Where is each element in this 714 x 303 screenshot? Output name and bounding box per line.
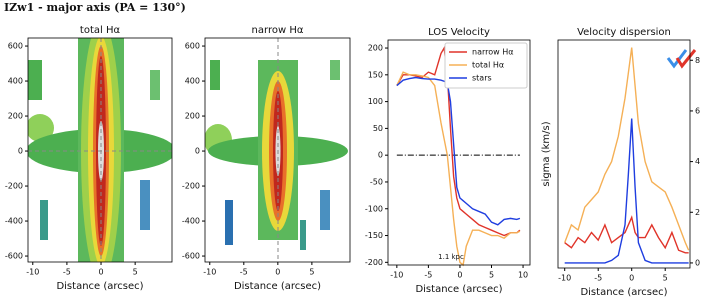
y-tick-label: 0 — [378, 151, 383, 160]
y-tick-label: 2 — [695, 208, 700, 217]
y-axis-label: sigma (km/s) — [541, 121, 552, 186]
y-tick-label: -50 — [370, 177, 383, 186]
x-tick-label: 0 — [629, 274, 634, 283]
figure-title: IZw1 - major axis (PA = 130°) — [4, 1, 186, 14]
y-tick-label: 0 — [195, 147, 200, 156]
x-tick-label: -5 — [594, 274, 602, 283]
x-tick-label: -10 — [390, 271, 403, 280]
x-tick-label: -10 — [558, 274, 571, 283]
y-tick-label: -400 — [5, 217, 23, 226]
y-tick-label: 200 — [8, 112, 23, 121]
series-line — [564, 215, 689, 254]
logo — [666, 49, 697, 69]
panel-title: narrow Hα — [252, 25, 304, 36]
y-tick-label: -600 — [5, 252, 23, 261]
x-tick-label: 5 — [663, 274, 668, 283]
y-tick-label: 8 — [695, 56, 700, 65]
y-tick-label: 0 — [18, 147, 23, 156]
y-tick-label: 50 — [373, 124, 383, 133]
x-tick-label: -5 — [424, 271, 432, 280]
panel-title: total Hα — [80, 25, 121, 36]
y-tick-label: -150 — [365, 231, 383, 240]
legend-label: stars — [472, 74, 492, 83]
x-tick-label: -5 — [63, 268, 71, 277]
legend-label: total Hα — [472, 61, 504, 70]
y-tick-label: -200 — [182, 182, 200, 191]
y-tick-label: 200 — [368, 44, 383, 53]
series-line — [564, 118, 689, 264]
y-tick-label: -400 — [182, 217, 200, 226]
series-line — [396, 71, 521, 267]
y-tick-label: 100 — [368, 97, 383, 106]
legend-box — [444, 42, 528, 89]
y-tick-label: 4 — [695, 157, 700, 166]
x-tick-label: 0 — [275, 268, 280, 277]
series-line — [396, 45, 521, 237]
x-tick-label: 5 — [309, 268, 314, 277]
y-tick-label: -100 — [365, 204, 383, 213]
annotation: 1.1 kpc — [438, 253, 464, 261]
x-tick-label: 0 — [457, 271, 462, 280]
panel-title: Velocity dispersion — [577, 27, 671, 38]
panel-title: LOS Velocity — [428, 27, 490, 38]
x-tick-label: -10 — [203, 268, 216, 277]
y-tick-label: 150 — [368, 70, 383, 79]
x-axis-label: Distance (arcsec) — [56, 281, 143, 292]
y-tick-label: 0 — [695, 258, 700, 267]
series-line — [564, 47, 690, 251]
x-axis-label: Distance (arcsec) — [415, 284, 502, 295]
x-tick-label: -10 — [26, 268, 39, 277]
y-tick-label: 600 — [8, 42, 23, 51]
y-tick-label: 200 — [185, 112, 200, 121]
plot-frame — [27, 37, 173, 263]
y-tick-label: -600 — [182, 252, 200, 261]
x-tick-label: 5 — [489, 271, 494, 280]
series-line — [396, 76, 521, 226]
y-tick-label: 400 — [185, 77, 200, 86]
legend-label: narrow Hα — [472, 48, 514, 57]
plot-frame — [557, 39, 691, 269]
y-tick-label: -200 — [365, 258, 383, 267]
x-tick-label: 10 — [518, 271, 528, 280]
y-tick-label: -200 — [5, 182, 23, 191]
y-tick-label: 600 — [185, 42, 200, 51]
x-tick-label: 5 — [133, 268, 138, 277]
heatmap-total — [28, 38, 172, 262]
x-axis-label: Distance (arcsec) — [580, 287, 667, 298]
y-tick-label: 6 — [695, 106, 700, 115]
plot-frame — [204, 37, 351, 263]
x-tick-label: -5 — [240, 268, 248, 277]
x-axis-label: Distance (arcsec) — [234, 281, 321, 292]
x-tick-label: 0 — [98, 268, 103, 277]
plot-frame — [387, 39, 531, 266]
heatmap-narrow — [205, 38, 348, 262]
y-tick-label: 400 — [8, 77, 23, 86]
